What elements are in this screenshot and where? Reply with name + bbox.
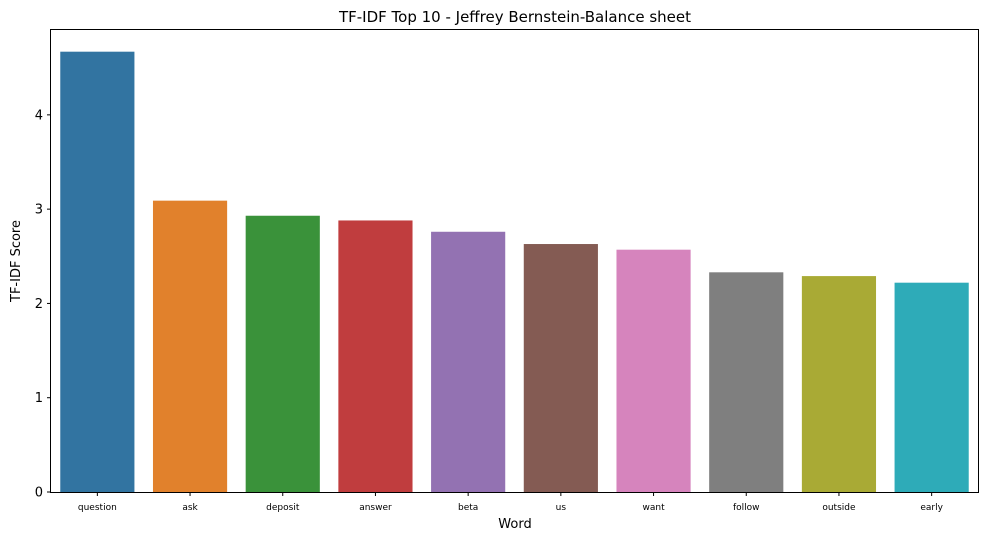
bar-follow <box>709 272 784 492</box>
y-tick-label: 0 <box>35 486 43 501</box>
x-tick-label: early <box>920 503 943 513</box>
x-tick-label: us <box>556 503 567 513</box>
y-tick-label: 4 <box>35 108 43 123</box>
y-tick-label: 1 <box>35 391 43 406</box>
x-tick-label: answer <box>359 503 392 513</box>
x-tick-label: beta <box>458 503 478 513</box>
y-axis-label: TF-IDF Score <box>9 220 24 303</box>
bar-beta <box>431 231 506 492</box>
x-tick-label: deposit <box>266 503 300 513</box>
x-axis-label: Word <box>498 517 531 532</box>
x-tick-label: follow <box>733 503 760 513</box>
bar-deposit <box>245 215 320 493</box>
bars-group <box>60 51 969 493</box>
x-axis-ticks: question ask deposit answer beta us want follow… <box>78 492 944 513</box>
bar-us <box>523 244 598 492</box>
bar-answer <box>338 220 413 492</box>
x-tick-label: ask <box>182 503 198 513</box>
y-tick-label: 2 <box>35 297 43 312</box>
bar-ask <box>152 200 228 492</box>
plot-frame <box>50 29 979 493</box>
bar-outside <box>801 276 877 492</box>
bar-early <box>894 282 969 492</box>
x-tick-label: outside <box>822 503 856 513</box>
x-tick-label: question <box>78 503 117 513</box>
plot-area: 0 1 2 3 4 question ask deposit answer beta us want… <box>35 29 979 513</box>
bar-want <box>616 249 691 492</box>
bar-question <box>60 51 135 492</box>
x-tick-label: want <box>642 503 665 513</box>
y-tick-label: 3 <box>35 203 43 218</box>
y-axis-ticks: 0 1 2 3 4 <box>35 108 51 501</box>
chart-title: TF-IDF Top 10 - Jeffrey Bernstein-Balanc… <box>338 8 691 26</box>
